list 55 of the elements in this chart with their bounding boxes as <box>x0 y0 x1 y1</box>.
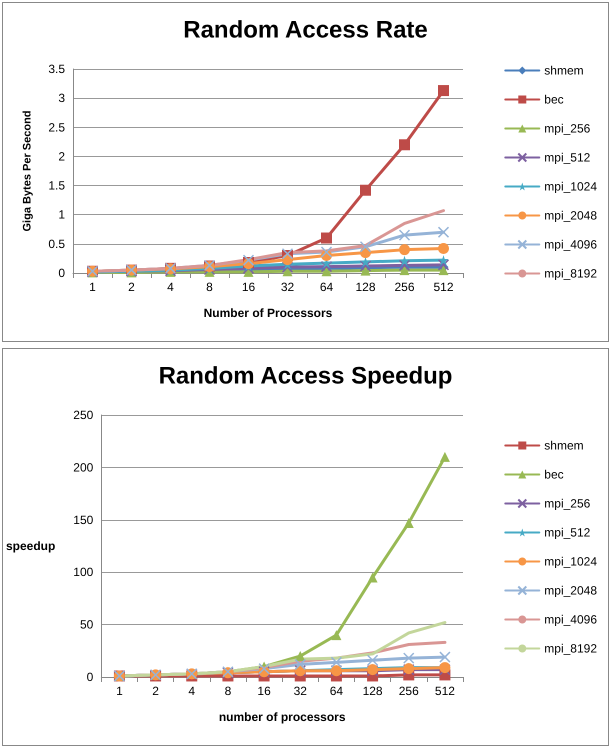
x-tick-label: 8 <box>206 280 214 294</box>
x-axis-title: Number of Processors <box>204 306 333 320</box>
y-tick-label: 2 <box>58 149 66 164</box>
legend-label: mpi_256 <box>544 496 591 510</box>
legend-label: mpi_8192 <box>544 642 598 656</box>
x-tick-label: 4 <box>188 684 196 698</box>
y-tick-label: 3 <box>58 91 66 106</box>
legend-label: mpi_4096 <box>544 238 598 252</box>
legend-label: mpi_1024 <box>544 180 598 194</box>
x-tick-label: 2 <box>152 684 160 698</box>
y-tick-label: 100 <box>73 565 94 580</box>
y-tick-label: 1 <box>58 208 66 222</box>
y-tick-label: 3.5 <box>48 62 66 76</box>
y-tick-label: 250 <box>73 408 94 422</box>
y-tick-label: 50 <box>80 618 94 632</box>
y-tick-label: 0.5 <box>48 236 66 251</box>
legend-label: mpi_512 <box>544 526 591 540</box>
y-tick-label: 0 <box>86 670 94 684</box>
y-tick-label: 1.5 <box>48 178 66 193</box>
x-tick-label: 256 <box>398 684 420 698</box>
y-tick-label: 200 <box>73 460 94 474</box>
legend-label: mpi_512 <box>544 150 591 164</box>
legend-label: mpi_1024 <box>544 554 598 568</box>
legend-label: mpi_2048 <box>544 584 598 598</box>
y-axis-title: Giga Bytes Per Second <box>22 110 34 232</box>
legend-label: bec <box>544 92 564 106</box>
chart-title: Random Access Rate <box>183 16 428 44</box>
y-tick-label: 150 <box>73 512 94 527</box>
x-tick-label: 64 <box>320 280 334 294</box>
legend-label: mpi_2048 <box>544 208 598 222</box>
x-tick-label: 128 <box>362 684 383 698</box>
x-tick-label: 2 <box>128 280 136 294</box>
x-tick-label: 512 <box>433 280 454 294</box>
x-tick-label: 32 <box>294 684 308 698</box>
x-tick-label: 1 <box>116 684 124 698</box>
x-tick-label: 8 <box>224 684 232 698</box>
legend-label: bec <box>544 468 564 482</box>
chart-title: Random Access Speedup <box>158 362 452 390</box>
x-tick-label: 16 <box>242 280 256 294</box>
y-axis-title: speedup <box>6 539 56 553</box>
x-axis-title: number of processors <box>218 710 346 724</box>
x-tick-label: 16 <box>257 684 272 698</box>
x-tick-label: 128 <box>355 280 376 294</box>
legend-label: mpi_8192 <box>544 266 598 280</box>
legend-label: shmem <box>544 438 584 452</box>
y-tick-label: 2.5 <box>48 120 66 134</box>
y-tick-label: 0 <box>58 266 66 280</box>
legend-label: mpi_4096 <box>544 612 598 626</box>
x-tick-label: 32 <box>280 280 294 294</box>
legend-label: mpi_256 <box>544 122 591 136</box>
legend-label: shmem <box>544 64 584 78</box>
x-tick-label: 4 <box>167 280 174 294</box>
x-tick-label: 512 <box>434 684 456 698</box>
x-tick-label: 256 <box>394 280 415 294</box>
x-tick-label: 64 <box>330 684 344 698</box>
